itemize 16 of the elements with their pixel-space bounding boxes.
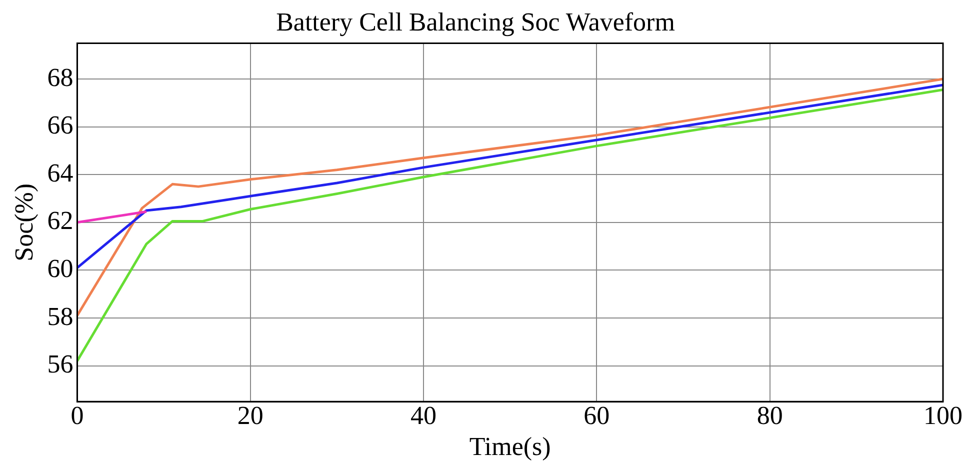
- y-tick-label: 58: [47, 302, 74, 331]
- x-tick-label: 40: [410, 401, 437, 430]
- y-tick-label: 68: [47, 62, 74, 92]
- y-tick-label: 64: [47, 158, 74, 188]
- chart-title: Battery Cell Balancing Soc Waveform: [276, 7, 675, 36]
- x-axis-title: Time(s): [469, 432, 551, 462]
- y-tick-label: 56: [47, 350, 74, 379]
- x-tick-label: 60: [584, 401, 610, 430]
- x-tick-label: 0: [70, 401, 84, 430]
- y-tick-label: 60: [47, 254, 74, 284]
- x-tick-label: 100: [924, 401, 962, 430]
- y-tick-label: 62: [47, 206, 74, 236]
- y-tick-label: 66: [47, 110, 74, 140]
- x-tick-label: 80: [756, 401, 783, 430]
- y-axis-title: Soc(%): [9, 183, 38, 262]
- x-tick-label: 20: [237, 401, 264, 430]
